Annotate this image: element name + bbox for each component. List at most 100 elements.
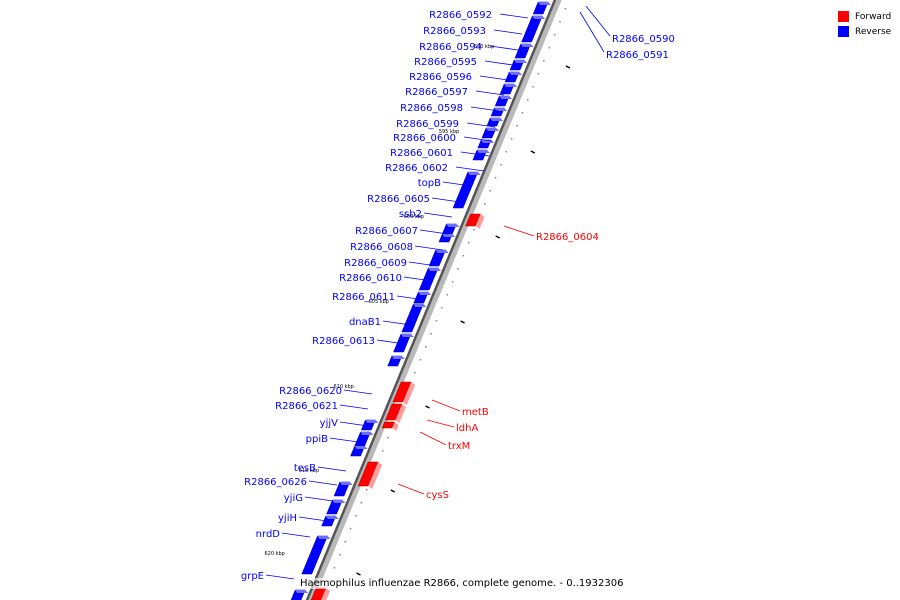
- axis-minor-tick: [521, 112, 524, 114]
- reverse-gene-leader: [414, 245, 444, 251]
- reverse-gene-highlight: [499, 96, 513, 99]
- reverse-gene-label: R2866_0590: [612, 34, 675, 45]
- reverse-gene-highlight: [435, 250, 449, 253]
- reverse-gene-label: R2866_0609: [344, 258, 407, 269]
- reverse-gene-label: yjjV: [320, 418, 338, 429]
- reverse-gene-leader: [431, 197, 461, 203]
- reverse-gene-leader: [329, 437, 359, 443]
- reverse-gene-leader: [489, 45, 519, 51]
- axis-minor-tick: [344, 541, 346, 543]
- forward-gene-leader: [431, 399, 461, 412]
- reverse-gene-leader: [442, 181, 472, 187]
- axis-major-tick: [356, 572, 361, 576]
- tick-label: 615 kbp: [299, 468, 319, 474]
- reverse-gene-label: R2866_0607: [355, 226, 418, 237]
- reverse-gene-label: R2866_0596: [409, 72, 472, 83]
- reverse-gene-leader: [423, 212, 453, 218]
- axis-minor-tick: [414, 372, 416, 374]
- reverse-gene-label: nrdD: [256, 529, 281, 540]
- reverse-gene-highlight: [442, 234, 456, 237]
- reverse-gene-highlight: [520, 44, 534, 47]
- reverse-gene-label: R2866_0626: [244, 477, 307, 488]
- reverse-gene-highlight: [391, 356, 405, 359]
- axis-shadow: [308, 0, 562, 600]
- legend-forward: Forward: [838, 9, 891, 24]
- reverse-gene-label: R2866_0591: [606, 50, 669, 61]
- axis-major-tick: [425, 405, 430, 409]
- axis-minor-tick: [467, 242, 470, 244]
- reverse-gene-highlight: [325, 516, 339, 519]
- reverse-gene-label: R2866_0621: [275, 401, 338, 412]
- reverse-gene-leader: [493, 29, 523, 35]
- reverse-gene-label: ppiB: [306, 434, 328, 445]
- reverse-gene-leader: [265, 574, 295, 580]
- axis-minor-tick: [355, 515, 357, 517]
- axis-minor-tick: [349, 528, 352, 530]
- forward-gene-label: cysS: [426, 490, 449, 501]
- reverse-gene-highlight: [339, 482, 353, 485]
- axis-minor-tick: [537, 73, 540, 75]
- reverse-gene-highlight: [494, 108, 508, 111]
- forward-gene-side: [402, 382, 416, 405]
- reverse-gene-label: R2866_0613: [312, 336, 375, 347]
- axis-minor-tick: [494, 177, 497, 179]
- reverse-gene-label: R2866_0605: [367, 194, 430, 205]
- reverse-gene-label: R2866_0598: [400, 103, 463, 114]
- reverse-gene-highlight: [400, 334, 414, 337]
- reverse-gene-leader: [408, 261, 438, 267]
- reverse-gene-highlight: [504, 84, 518, 87]
- axis-minor-tick: [559, 21, 561, 23]
- reverse-gene-highlight: [332, 500, 346, 503]
- reverse-gene-label: R2866_0600: [393, 133, 456, 144]
- forward-gene-leader: [426, 419, 455, 428]
- axis-major-tick: [460, 320, 465, 324]
- axis-minor-tick: [548, 47, 551, 49]
- axis-minor-tick: [500, 164, 502, 166]
- reverse-gene-leader: [382, 320, 412, 326]
- reverse-gene-label: R2866_0592: [429, 10, 492, 21]
- axis-minor-tick: [457, 268, 459, 270]
- axis-major-tick: [530, 150, 536, 154]
- axis-minor-tick: [382, 450, 384, 452]
- axis-major-tick: [565, 65, 571, 69]
- reverse-gene-leader: [339, 421, 369, 427]
- legend-forward-label: Forward: [855, 11, 892, 22]
- forward-gene-side: [475, 214, 485, 229]
- reverse-gene-highlight: [354, 446, 368, 449]
- axis-major-tick: [390, 489, 396, 493]
- axis-major-tick: [495, 235, 501, 239]
- reverse-gene-leader: [281, 532, 311, 538]
- legend-reverse: Reverse: [838, 24, 891, 39]
- axis-minor-tick: [365, 489, 368, 491]
- reverse-swatch: [838, 26, 849, 37]
- reverse-gene-leader: [396, 295, 426, 301]
- reverse-gene-label: yjiH: [278, 513, 297, 524]
- reverse-gene-highlight: [467, 172, 481, 175]
- reverse-gene-label: R2866_0620: [279, 386, 342, 397]
- axis-minor-tick: [564, 8, 567, 10]
- forward-gene-side: [395, 404, 407, 423]
- reverse-gene-label: R2866_0610: [339, 273, 402, 284]
- reverse-gene-leader: [579, 11, 605, 53]
- reverse-gene-leader: [308, 480, 338, 486]
- reverse-gene-leader: [339, 404, 369, 410]
- reverse-gene-label: topB: [418, 178, 441, 189]
- reverse-gene-leader: [298, 516, 328, 522]
- axis-minor-tick: [451, 281, 454, 283]
- axis-minor-tick: [489, 190, 491, 192]
- axis-minor-tick: [505, 151, 508, 153]
- forward-gene-leader: [503, 225, 535, 237]
- axis-minor-tick: [441, 307, 443, 309]
- axis-minor-tick: [387, 437, 389, 439]
- forward-gene-label: R2866_0604: [536, 232, 599, 243]
- reverse-gene-label: ssb2: [399, 209, 422, 220]
- forward-gene-label: trxM: [448, 441, 470, 452]
- axis-minor-tick: [516, 125, 518, 127]
- reverse-gene-highlight: [295, 590, 309, 593]
- axis-minor-tick: [435, 320, 438, 322]
- forward-gene-label: metB: [462, 407, 489, 418]
- reverse-gene-label: R2866_0602: [385, 163, 448, 174]
- reverse-gene-highlight: [365, 420, 379, 423]
- axis-minor-tick: [553, 34, 556, 36]
